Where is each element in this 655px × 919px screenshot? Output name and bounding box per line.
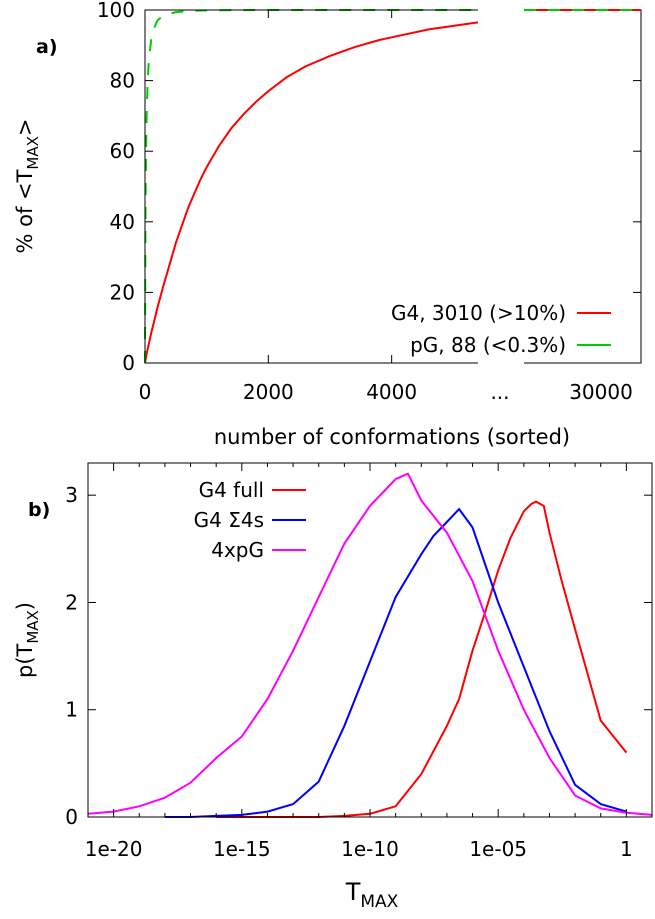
panel-b-series-line-2: [87, 472, 653, 816]
panel-a-x-break-label: ...: [490, 380, 509, 404]
panel-a-y-tick-label-1: 20: [110, 280, 135, 304]
panel-a-y-axis-label: % of <TMAX>: [13, 118, 42, 253]
panel-a-y-axis-label-end: >: [13, 118, 37, 136]
panel-b-y-axis-label-end: ): [13, 602, 37, 610]
panel-b-x-tick-label-4: 1: [620, 837, 633, 861]
panel-a-y-axis-label-sub: MAX: [24, 136, 42, 169]
panel-b-x-axis-label-sub: MAX: [360, 892, 398, 912]
panel-a-y-tick-label-2: 40: [110, 210, 135, 234]
panel-a-y-tick-label-0: 0: [122, 351, 135, 375]
panel-a-x-tick-label-0: 0: [139, 380, 152, 404]
panel-b-y-axis-label-sub: MAX: [24, 610, 42, 643]
panel-b-x-axis-label: TMAX: [345, 878, 399, 912]
panel-b-y-tick-label-2: 2: [65, 590, 78, 614]
panel-b-y-tick-label-3: 3: [65, 483, 78, 507]
panel-b-legend-entry-4xpg: 4xpG: [211, 538, 264, 562]
panel-a-ticks: 0 20 40 60 80 100 0 2000 4000 30000: [97, 0, 641, 404]
panel-b-legend-entry-g4-full: G4 full: [199, 478, 264, 502]
panel-a-x-tick-label-2: 4000: [366, 380, 417, 404]
panel-b-x-tick-label-3: 1e-05: [469, 837, 527, 861]
panel-b-x-axis-label-main: T: [345, 878, 361, 906]
panel-a-axis-break: [478, 4, 524, 18]
panel-a-series: [144, 9, 479, 364]
panel-b-y-axis-label-main: p(T: [13, 644, 37, 679]
panel-a-series-line-0: [144, 21, 479, 364]
panel-a: 0 20 40 60 80 100 0 2000 4000 30000 a) ... number…: [13, 0, 642, 449]
panel-a-y-axis-label-main: % of <T: [13, 169, 37, 253]
panel-a-y-tick-label-3: 60: [110, 139, 135, 163]
panel-b-ticks: 0 1 2 3 1e-20 1e-15 1e-10 1e-05 1: [65, 463, 653, 861]
panel-a-label: a): [36, 36, 58, 58]
panel-b-legend: G4 full G4 Σ4s 4xpG: [194, 478, 306, 562]
panel-a-x-tick-label-1: 2000: [243, 380, 294, 404]
panel-b-series-line-1: [164, 507, 627, 818]
panel-b-frame: [87, 462, 653, 818]
panel-a-axis-break-bottom: [478, 356, 524, 370]
panel-b-label: b): [28, 499, 50, 521]
panel-b-legend-entry-g4-sum: G4 Σ4s: [194, 508, 264, 532]
panel-b-y-tick-label-0: 0: [65, 805, 78, 829]
panel-a-legend-entry-pg: pG, 88 (<0.3%): [410, 333, 566, 357]
panel-b-x-tick-label-2: 1e-10: [341, 837, 399, 861]
panel-a-legend: G4, 3010 (>10%) pG, 88 (<0.3%): [391, 301, 611, 357]
panel-a-legend-entry-g4: G4, 3010 (>10%): [391, 301, 566, 325]
panel-b-y-tick-label-1: 1: [65, 698, 78, 722]
panel-b-y-axis-label: p(TMAX): [13, 602, 42, 678]
panel-a-y-tick-label-4: 80: [110, 69, 135, 93]
panel-a-frame: [144, 9, 642, 364]
panel-a-y-tick-label-5: 100: [97, 0, 135, 22]
panel-a-x-axis-label: number of conformations (sorted): [214, 425, 570, 449]
panel-a-x-tick-label-3: 30000: [569, 380, 633, 404]
panel-a-series-line-1: [144, 9, 478, 364]
panel-b-x-tick-label-1: 1e-15: [213, 837, 271, 861]
panel-b-x-tick-label-0: 1e-20: [85, 837, 143, 861]
